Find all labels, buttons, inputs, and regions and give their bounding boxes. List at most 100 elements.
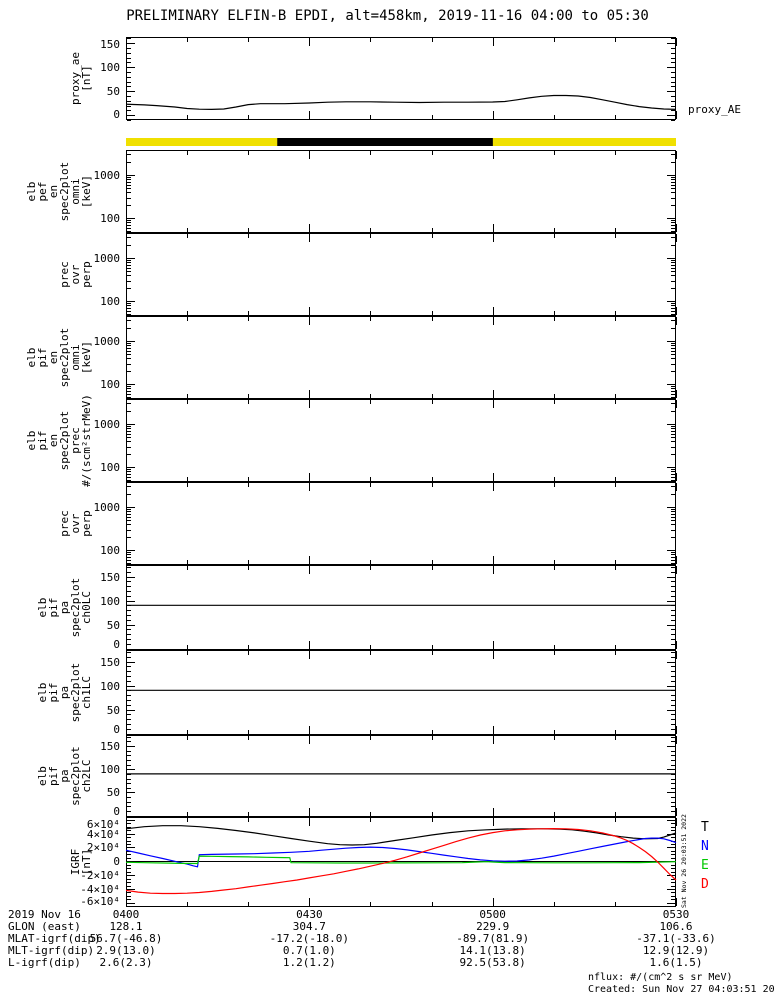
row-label: L-igrf(dip) [8,956,81,969]
time-tick-label: 0500 [479,908,506,921]
row-value: -89.7(81.9) [456,932,530,945]
y-tick-label: 100 [100,294,120,308]
panel-ylabel: spec2plot [69,578,82,638]
panel-ylabel: [nT] [80,849,93,876]
legend-D: D [701,877,709,892]
panel-elb_pif_en_prec [126,399,676,482]
panel-ylabel: spec2plot [69,663,82,723]
panel-ylabel: spec2plot [69,746,82,806]
y-tick-label: 150 [100,570,120,584]
y-tick-label: 50 [106,785,120,799]
time-tick-label: 0400 [112,908,140,921]
side-timestamp: Sat Nov 26 20:03:51 2022 [680,814,688,908]
y-tick-label: 100 [100,594,120,608]
plot-title: PRELIMINARY ELFIN-B EPDI, alt=458km, 201… [126,8,649,24]
panel-prec_ovr_perp_2 [126,482,676,565]
y-tick-label: 100 [100,211,120,225]
y-tick-label: 6×10⁴ [86,818,120,831]
row-value: 304.7 [292,920,326,933]
panel-ylabel: pif [47,766,60,786]
y-tick-label: 1000 [93,500,121,514]
panel-ylabel: ovr [69,264,82,284]
panel-ylabel: IGRF [69,849,82,876]
row-value: 128.1 [109,920,143,933]
y-tick-label: 1000 [93,417,121,431]
panel-ylabel: ovr [69,513,82,533]
y-tick-label: 100 [100,460,120,474]
panel-ylabel: #/(scm²strMeV) [80,394,93,487]
panel-ylabel: pef [36,182,49,202]
panel-ch1LC [126,650,676,735]
proxy-ae-right-label: proxy_AE [688,103,741,116]
row-value: 1.6(1.5) [649,956,703,969]
panel-ch2LC [126,735,676,817]
y-tick-label: -2×10⁴ [80,868,120,882]
panel-ylabel: omni [69,344,82,371]
panel-elb_pef_en_omni [126,150,676,233]
legend-E: E [701,858,709,873]
row-value: 2.6(2.3) [99,956,153,969]
panel-ylabel: prec [58,261,71,288]
panel-ylabel: [keV] [80,175,93,208]
panel-ylabel: perp [80,261,93,288]
y-tick-label: 50 [106,618,120,632]
panel-ylabel: prec [69,427,82,454]
panel-ylabel: elb [36,766,49,786]
panel-ylabel: elb [25,182,38,202]
panel-ylabel: pif [47,598,60,618]
nflux-note: nflux: #/(cm^2 s sr MeV) [588,972,733,983]
date-label: 2019 Nov 16 [8,908,81,921]
y-tick-label: 100 [100,60,120,74]
time-tick-label: 0430 [296,908,323,921]
y-tick-label: 1000 [93,251,121,265]
row-value: 12.9(12.9) [642,944,710,957]
panel-ch0LC [126,565,676,650]
row-label: MLT-igrf(dip) [8,944,95,957]
y-tick-label: 0 [113,805,120,818]
row-value: -37.1(-33.6) [636,932,716,945]
created-note: Created: Sun Nov 27 04:03:51 2022 [588,984,775,995]
panel-ylabel: en [47,351,60,364]
panel-prec_ovr_perp_1 [126,233,676,316]
panel-ylabel: pif [36,348,49,368]
y-tick-label: 150 [100,655,120,669]
y-tick-label: 100 [100,762,120,776]
y-tick-label: 50 [106,703,120,717]
y-tick-label: 0 [113,638,120,651]
panel-proxy_ae [126,37,676,120]
panel-ylabel: ch1LC [80,676,93,709]
y-tick-label: 0 [113,108,120,121]
panel-ylabel: spec2plot [58,328,71,388]
y-tick-label: 2×10⁴ [86,840,120,854]
panel-ylabel: elb [25,348,38,368]
row-label: MLAT-igrf(dip) [8,932,101,945]
panel-ylabel: ch2LC [80,759,93,792]
row-value: 2.9(13.0) [96,944,156,957]
row-value: 14.1(13.8) [459,944,526,957]
panel-ylabel: [keV] [80,341,93,374]
row-value: 0.7(1.0) [282,944,336,957]
status-bar-segment [277,138,493,146]
y-tick-label: 100 [100,679,120,693]
legend-T: T [701,820,709,835]
series-igrf_D [125,827,677,895]
y-tick-label: 150 [100,739,120,753]
row-value: 56.7(-46.8) [89,932,163,945]
panel-ylabel: pif [47,683,60,703]
row-value: 229.9 [476,920,510,933]
panel-ylabel: spec2plot [58,162,71,222]
y-tick-label: 4×10⁴ [86,827,120,841]
row-value: 1.2(1.2) [282,956,336,969]
row-value: 92.5(53.8) [459,956,526,969]
panel-ylabel: en [47,185,60,198]
panel-ylabel: pa [58,769,71,782]
panel-ylabel: omni [69,178,82,205]
y-tick-label: 100 [100,377,120,391]
series-igrf_T [125,825,677,846]
y-tick-label: 0 [113,854,120,868]
panel-ylabel: elb [36,598,49,618]
series-igrf_E [125,855,677,865]
y-tick-label: 1000 [93,168,121,182]
